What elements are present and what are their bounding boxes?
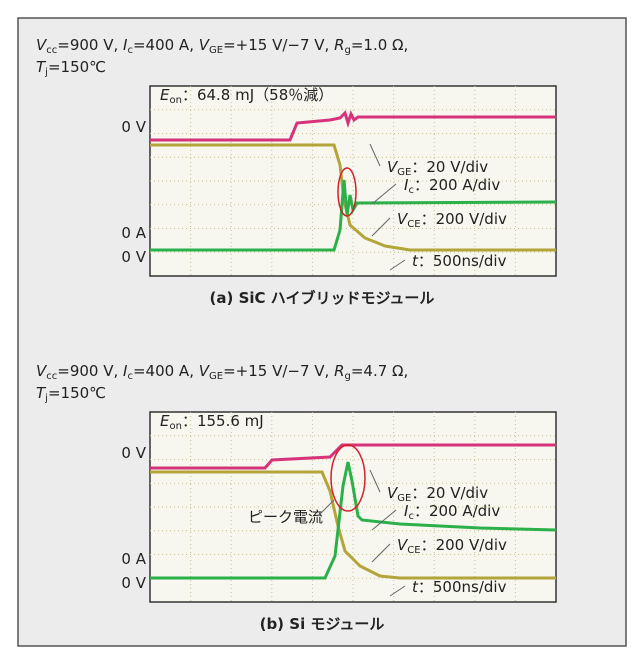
peak-label: ピーク電流	[248, 508, 323, 526]
value-text: ：155.6 mJ	[182, 412, 264, 430]
level-label: 0 V	[121, 574, 146, 592]
caption: (b) Si モジュール	[260, 615, 385, 633]
level-label: 0 V	[121, 444, 146, 462]
conditions: Vcc=900 V, Ic=400 A, VGE=+15 V/−7 V, Rg=…	[36, 36, 408, 56]
subscript: on	[169, 95, 181, 106]
level-label: 0 V	[121, 118, 146, 136]
level-label: 0 V	[121, 248, 146, 266]
value-text: =900 V,	[57, 36, 123, 54]
channel-label: t：500ns/div	[412, 578, 507, 596]
value-text: ：200 V/div	[421, 536, 507, 554]
value-text: =+15 V/−7 V,	[223, 362, 334, 380]
subscript: cc	[46, 45, 57, 56]
value-text: ：500ns/div	[418, 252, 507, 270]
value-text: =+15 V/−7 V,	[223, 36, 334, 54]
channel-label: Ic：200 A/div	[404, 176, 500, 196]
channel-label: Ic：200 A/div	[404, 502, 500, 522]
figure: Vcc=900 V, Ic=400 A, VGE=+15 V/−7 V, Rg=…	[0, 0, 644, 664]
subscript: GE	[209, 45, 223, 56]
value-text: =150℃	[48, 58, 106, 76]
symbol: R	[334, 36, 344, 54]
energy-label: Eon：64.8 mJ（58％減）	[160, 86, 333, 106]
subscript: cc	[46, 371, 57, 382]
subscript: CE	[407, 545, 420, 556]
value-text: ：200 A/div	[414, 502, 500, 520]
subscript: CE	[407, 219, 420, 230]
caption: (a) SiC ハイブリッドモジュール	[210, 289, 435, 307]
level-label: 0 A	[121, 224, 146, 242]
value-text: ：20 V/div	[411, 158, 488, 176]
conditions: Vcc=900 V, Ic=400 A, VGE=+15 V/−7 V, Rg=…	[36, 362, 408, 382]
subscript: on	[169, 421, 181, 432]
value-text: ：200 A/div	[414, 176, 500, 194]
value-text: =400 A,	[133, 362, 199, 380]
symbol: R	[334, 362, 344, 380]
value-text: =1.0 Ω,	[351, 36, 408, 54]
value-text: ：500ns/div	[418, 578, 507, 596]
value-text: ：20 V/div	[411, 484, 488, 502]
channel-label: t：500ns/div	[412, 252, 507, 270]
value-text: =150℃	[48, 384, 106, 402]
value-text: =4.7 Ω,	[351, 362, 408, 380]
subscript: GE	[209, 371, 223, 382]
value-text: =400 A,	[133, 36, 199, 54]
level-label: 0 A	[121, 550, 146, 568]
value-text: ：64.8 mJ（58％減）	[182, 86, 333, 104]
value-text: ：200 V/div	[421, 210, 507, 228]
value-text: =900 V,	[57, 362, 123, 380]
